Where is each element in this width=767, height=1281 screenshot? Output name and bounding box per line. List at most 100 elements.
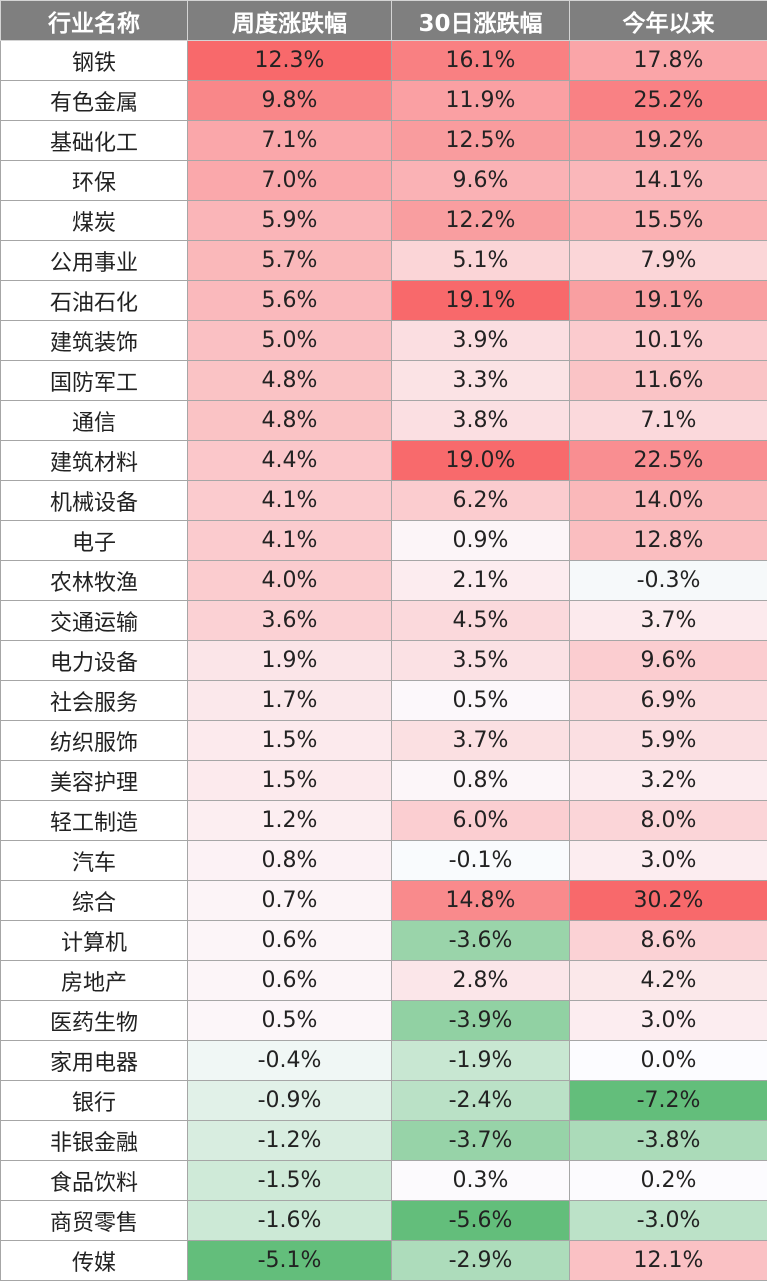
30day-change-cell: -3.6% <box>391 920 570 961</box>
industry-name-cell: 电力设备 <box>0 640 188 681</box>
industry-name-cell: 美容护理 <box>0 760 188 801</box>
ytd-change-cell: 19.2% <box>569 120 767 161</box>
30day-change-cell: 6.0% <box>391 800 570 841</box>
ytd-change-cell: 22.5% <box>569 440 767 481</box>
weekly-change-cell: 4.8% <box>187 400 392 441</box>
30day-change-cell: 3.8% <box>391 400 570 441</box>
ytd-change-cell: 11.6% <box>569 360 767 401</box>
30day-change-cell: -0.1% <box>391 840 570 881</box>
30day-change-cell: 0.5% <box>391 680 570 721</box>
30day-change-cell: -1.9% <box>391 1040 570 1081</box>
ytd-change-cell: -3.8% <box>569 1120 767 1161</box>
table-row: 国防军工 4.8% 3.3% 11.6% <box>0 360 767 401</box>
30day-change-cell: 19.0% <box>391 440 570 481</box>
table-row: 通信 4.8% 3.8% 7.1% <box>0 400 767 441</box>
weekly-change-cell: -0.4% <box>187 1040 392 1081</box>
weekly-change-cell: 5.9% <box>187 200 392 241</box>
30day-change-cell: 9.6% <box>391 160 570 201</box>
ytd-change-cell: 19.1% <box>569 280 767 321</box>
30day-change-cell: -3.7% <box>391 1120 570 1161</box>
table-row: 钢铁 12.3% 16.1% 17.8% <box>0 40 767 81</box>
table-row: 交通运输 3.6% 4.5% 3.7% <box>0 600 767 641</box>
industry-name-cell: 非银金融 <box>0 1120 188 1161</box>
table-body: 钢铁 12.3% 16.1% 17.8% 有色金属 9.8% 11.9% 25.2% 基础化工 7… <box>0 40 767 1281</box>
30day-change-cell: 19.1% <box>391 280 570 321</box>
ytd-change-cell: 5.9% <box>569 720 767 761</box>
table-row: 基础化工 7.1% 12.5% 19.2% <box>0 120 767 161</box>
industry-name-cell: 公用事业 <box>0 240 188 281</box>
table-row: 综合 0.7% 14.8% 30.2% <box>0 880 767 921</box>
industry-name-cell: 商贸零售 <box>0 1200 188 1241</box>
weekly-change-cell: 0.6% <box>187 960 392 1001</box>
ytd-change-cell: 3.0% <box>569 1000 767 1041</box>
industry-name-cell: 综合 <box>0 880 188 921</box>
ytd-change-cell: 8.0% <box>569 800 767 841</box>
industry-name-cell: 传媒 <box>0 1240 188 1281</box>
table-row: 农林牧渔 4.0% 2.1% -0.3% <box>0 560 767 601</box>
table-row: 有色金属 9.8% 11.9% 25.2% <box>0 80 767 121</box>
30day-change-cell: 3.9% <box>391 320 570 361</box>
ytd-change-cell: 8.6% <box>569 920 767 961</box>
weekly-change-cell: -0.9% <box>187 1080 392 1121</box>
30day-change-cell: -2.4% <box>391 1080 570 1121</box>
table-row: 煤炭 5.9% 12.2% 15.5% <box>0 200 767 241</box>
header-weekly-change: 周度涨跌幅 <box>187 0 392 41</box>
ytd-change-cell: 7.1% <box>569 400 767 441</box>
table-row: 非银金融 -1.2% -3.7% -3.8% <box>0 1120 767 1161</box>
table-row: 食品饮料 -1.5% 0.3% 0.2% <box>0 1160 767 1201</box>
table-row: 社会服务 1.7% 0.5% 6.9% <box>0 680 767 721</box>
ytd-change-cell: -7.2% <box>569 1080 767 1121</box>
weekly-change-cell: -1.2% <box>187 1120 392 1161</box>
table-row: 建筑材料 4.4% 19.0% 22.5% <box>0 440 767 481</box>
table-row: 传媒 -5.1% -2.9% 12.1% <box>0 1240 767 1281</box>
weekly-change-cell: 1.9% <box>187 640 392 681</box>
30day-change-cell: 2.1% <box>391 560 570 601</box>
industry-name-cell: 食品饮料 <box>0 1160 188 1201</box>
table-row: 机械设备 4.1% 6.2% 14.0% <box>0 480 767 521</box>
30day-change-cell: 5.1% <box>391 240 570 281</box>
ytd-change-cell: 14.1% <box>569 160 767 201</box>
industry-name-cell: 医药生物 <box>0 1000 188 1041</box>
weekly-change-cell: 0.5% <box>187 1000 392 1041</box>
weekly-change-cell: 7.1% <box>187 120 392 161</box>
30day-change-cell: 4.5% <box>391 600 570 641</box>
industry-name-cell: 国防军工 <box>0 360 188 401</box>
industry-name-cell: 通信 <box>0 400 188 441</box>
30day-change-cell: -3.9% <box>391 1000 570 1041</box>
table-row: 计算机 0.6% -3.6% 8.6% <box>0 920 767 961</box>
weekly-change-cell: 0.8% <box>187 840 392 881</box>
header-30day-change: 30日涨跌幅 <box>391 0 570 41</box>
table-row: 汽车 0.8% -0.1% 3.0% <box>0 840 767 881</box>
industry-name-cell: 计算机 <box>0 920 188 961</box>
30day-change-cell: 16.1% <box>391 40 570 81</box>
ytd-change-cell: 0.0% <box>569 1040 767 1081</box>
ytd-change-cell: 12.1% <box>569 1240 767 1281</box>
table-row: 美容护理 1.5% 0.8% 3.2% <box>0 760 767 801</box>
30day-change-cell: 2.8% <box>391 960 570 1001</box>
weekly-change-cell: 0.7% <box>187 880 392 921</box>
weekly-change-cell: 1.5% <box>187 760 392 801</box>
weekly-change-cell: 5.6% <box>187 280 392 321</box>
table-row: 电子 4.1% 0.9% 12.8% <box>0 520 767 561</box>
ytd-change-cell: 0.2% <box>569 1160 767 1201</box>
table-row: 公用事业 5.7% 5.1% 7.9% <box>0 240 767 281</box>
ytd-change-cell: 6.9% <box>569 680 767 721</box>
weekly-change-cell: 4.1% <box>187 520 392 561</box>
weekly-change-cell: 4.8% <box>187 360 392 401</box>
30day-change-cell: -5.6% <box>391 1200 570 1241</box>
weekly-change-cell: 4.1% <box>187 480 392 521</box>
table-row: 电力设备 1.9% 3.5% 9.6% <box>0 640 767 681</box>
30day-change-cell: 3.7% <box>391 720 570 761</box>
30day-change-cell: 0.3% <box>391 1160 570 1201</box>
ytd-change-cell: 17.8% <box>569 40 767 81</box>
30day-change-cell: 12.2% <box>391 200 570 241</box>
ytd-change-cell: -0.3% <box>569 560 767 601</box>
table-row: 银行 -0.9% -2.4% -7.2% <box>0 1080 767 1121</box>
header-industry-name: 行业名称 <box>0 0 188 41</box>
table-row: 家用电器 -0.4% -1.9% 0.0% <box>0 1040 767 1081</box>
weekly-change-cell: 1.7% <box>187 680 392 721</box>
ytd-change-cell: 9.6% <box>569 640 767 681</box>
weekly-change-cell: 1.2% <box>187 800 392 841</box>
industry-name-cell: 电子 <box>0 520 188 561</box>
